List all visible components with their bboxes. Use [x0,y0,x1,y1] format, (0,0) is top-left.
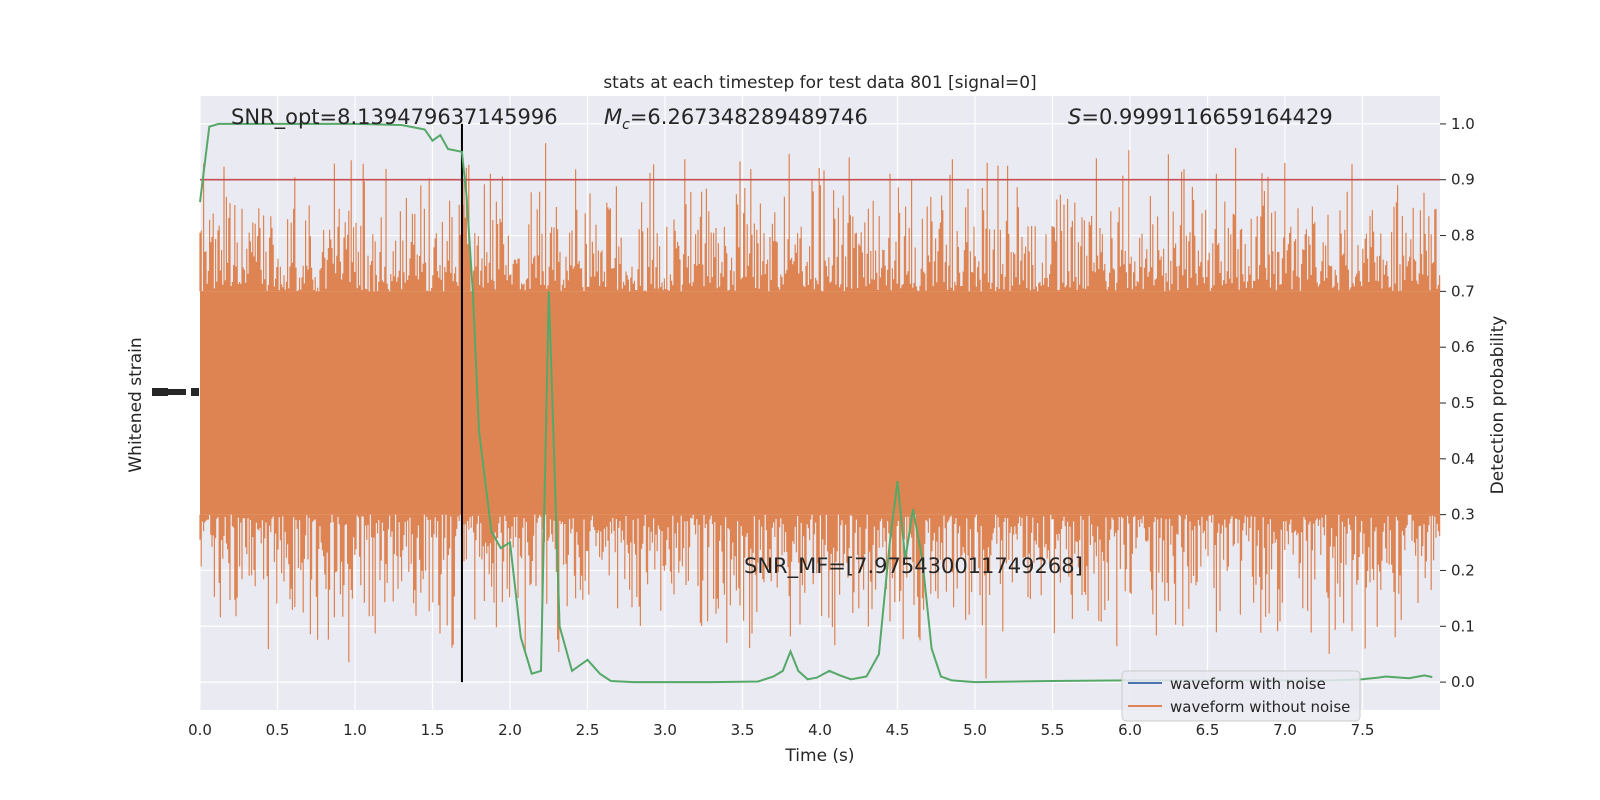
y-tick-label: 0.4 [1451,450,1475,468]
y-tick-label: 0.0 [1451,673,1475,691]
x-tick-label: 3.0 [653,721,677,739]
noise-core [200,291,1440,515]
chirp-mass-value: =6.267348289489746 [630,105,868,129]
snr-mf-annotation: SNR_MF=[7.975430011749268] [744,554,1083,579]
x-tick-label: 3.5 [731,721,755,739]
y-tick-label: 0.3 [1451,506,1475,524]
x-tick-label: 4.5 [886,721,910,739]
right-y-axis-label: Detection probability [1488,316,1508,495]
legend-label-without-noise: waveform without noise [1170,698,1350,716]
chirp-mass-annotation: Mc=6.267348289489746 [604,105,868,133]
y-tick-label: 0.9 [1451,171,1475,189]
x-tick-label: 2.0 [498,721,522,739]
x-tick-label: 7.0 [1273,721,1297,739]
left-tick-mark [191,388,199,396]
left-y-axis-label: Whitened strain [126,337,146,472]
x-axis-ticks: 0.0 0.5 1.0 1.5 2.0 2.5 3.0 3.5 4.0 4.5 5.0 5.5 6.0 6… [188,721,1374,739]
x-tick-label: 0.0 [188,721,212,739]
s-annotation: S=0.9999116659164429 [1068,105,1333,129]
x-tick-label: 5.0 [963,721,987,739]
s-symbol: S [1068,105,1081,129]
legend-label-with-noise: waveform with noise [1170,675,1326,693]
noise-spikes-lower [199,514,1441,679]
y-tick-label: 0.5 [1451,394,1475,412]
snr-opt-annotation: SNR_opt=8.139479637145996 [231,105,558,130]
y-tick-label: 0.7 [1451,282,1475,300]
left-y-axis-ticks [152,388,199,396]
y-tick-label: 1.0 [1451,115,1475,133]
x-tick-label: 1.5 [421,721,445,739]
x-tick-label: 6.0 [1118,721,1142,739]
x-tick-label: 7.5 [1351,721,1375,739]
left-tick-mark [166,389,186,395]
y-tick-label: 0.2 [1451,561,1475,579]
x-tick-label: 0.5 [266,721,290,739]
chart-title: stats at each timestep for test data 801… [603,73,1036,93]
y-tick-label: 0.6 [1451,338,1475,356]
x-tick-label: 1.0 [343,721,367,739]
legend-box [1121,670,1361,722]
x-tick-label: 4.0 [808,721,832,739]
chirp-mass-symbol: M [604,105,622,129]
right-y-axis-ticks: 0.0 0.1 0.2 0.3 0.4 0.5 0.6 0.7 0.8 0.9 1.0 [1440,115,1475,691]
x-tick-label: 5.5 [1041,721,1065,739]
y-tick-label: 0.8 [1451,227,1475,245]
s-value: =0.9999116659164429 [1081,105,1332,129]
noise-spikes-upper [199,143,1441,292]
legend: waveform with noise waveform without noi… [1121,670,1361,722]
y-tick-label: 0.1 [1451,617,1475,635]
chirp-mass-subscript: c [622,117,630,133]
x-axis-label: Time (s) [784,746,854,766]
waveform-without-noise-band [199,143,1441,679]
x-tick-label: 6.5 [1196,721,1220,739]
x-tick-label: 2.5 [576,721,600,739]
